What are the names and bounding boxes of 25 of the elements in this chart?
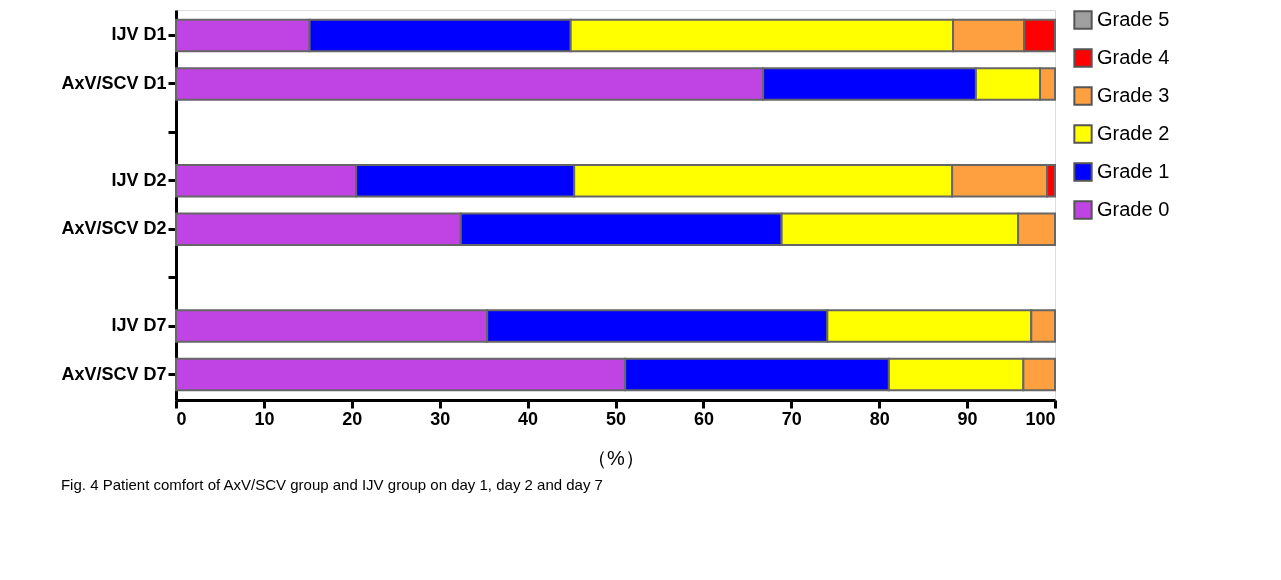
legend-label: Grade 3 [1097,84,1170,106]
y-tick-label: AxV/SCV D7 [61,363,167,384]
x-tick-label: 50 [605,408,627,429]
legend-label: Grade 1 [1097,160,1170,182]
x-tick-label: 30 [430,408,451,429]
y-tick-label: IJV D7 [111,315,167,336]
x-tick-label: 100 [1025,408,1056,429]
x-tick-label: 80 [869,408,890,429]
legend-label: Grade 2 [1097,122,1170,144]
y-tick-label: IJV D1 [111,24,167,45]
x-tick-label: 10 [254,408,275,429]
x-axis-title: （%） [587,446,645,469]
x-tick-label: 0 [176,408,187,429]
x-tick-label: 60 [693,408,714,429]
y-tick-label: AxV/SCV D1 [61,72,167,93]
legend-label: Grade 0 [1097,198,1170,220]
x-tick-label: 20 [342,408,363,429]
caption: Fig. 4 Patient comfort of AxV/SCV group and IJV group on day 1, day 2 and day 7 [60,476,603,493]
y-tick-label: IJV D2 [111,169,167,190]
legend-label: Grade 5 [1097,8,1170,30]
x-tick-label: 70 [781,408,802,429]
y-tick-label: AxV/SCV D2 [61,218,167,239]
legend-label: Grade 4 [1097,46,1170,68]
x-tick-label: 40 [518,408,539,429]
x-tick-label: 90 [957,408,978,429]
